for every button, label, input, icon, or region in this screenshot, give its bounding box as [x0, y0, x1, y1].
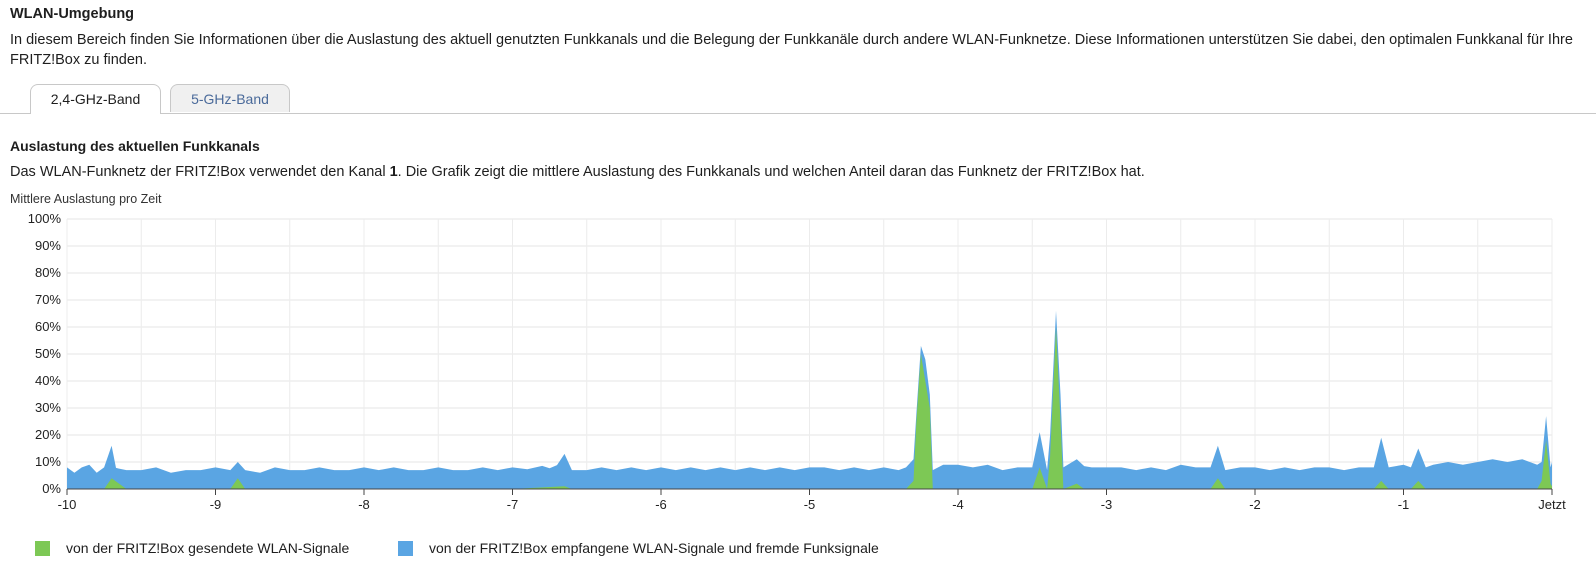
y-tick-label: 70% — [35, 292, 61, 307]
legend-swatch-green — [35, 540, 50, 556]
chart-grid — [66, 218, 1553, 490]
x-tick-label: Jetzt — [1538, 497, 1566, 512]
x-tick-label: -1 — [1398, 497, 1410, 512]
x-tick-label: -3 — [1101, 497, 1113, 512]
chart-label: Mittlere Auslastung pro Zeit — [10, 192, 162, 206]
x-tick-label: -8 — [358, 497, 370, 512]
channel-description: Das WLAN-Funknetz der FRITZ!Box verwende… — [10, 164, 1145, 180]
x-tick-label: -6 — [655, 497, 667, 512]
y-tick-label: 50% — [35, 346, 61, 361]
x-tick-label: -4 — [952, 497, 964, 512]
legend-swatch-blue — [398, 540, 413, 556]
x-tick-label: -2 — [1249, 497, 1261, 512]
x-tick-label: -9 — [210, 497, 222, 512]
chart-axes: 0% 10% 20% 30% 40% 50% 60% 70% 80% 90% 100% -10 -9 -8… — [28, 211, 1566, 512]
tab-5-ghz[interactable]: 5-GHz-Band — [170, 84, 290, 112]
intro-text: In diesem Bereich finden Sie Information… — [10, 32, 1573, 68]
y-tick-label: 90% — [35, 238, 61, 253]
legend-item-received: von der FRITZ!Box empfangene WLAN-Signal… — [398, 540, 879, 556]
legend-label-sent: von der FRITZ!Box gesendete WLAN-Signale — [66, 540, 350, 556]
tab-2-4-ghz[interactable]: 2,4-GHz-Band — [30, 84, 161, 114]
x-tick-label: -7 — [507, 497, 519, 512]
y-tick-label: 20% — [35, 427, 61, 442]
x-tick-label: -10 — [58, 497, 77, 512]
series-received-area — [67, 310, 1552, 489]
desc-before: Das WLAN-Funknetz der FRITZ!Box verwende… — [10, 164, 390, 180]
y-tick-label: 0% — [42, 481, 61, 496]
channel-number: 1 — [389, 164, 398, 180]
y-tick-label: 80% — [35, 265, 61, 280]
legend-item-sent: von der FRITZ!Box gesendete WLAN-Signale — [35, 540, 349, 556]
x-tick-label: -5 — [804, 497, 816, 512]
desc-after: . Die Grafik zeigt die mittlere Auslastu… — [397, 164, 1145, 180]
y-tick-label: 30% — [35, 400, 61, 415]
chart-areas — [67, 310, 1552, 489]
y-tick-label: 60% — [35, 319, 61, 334]
y-tick-label: 100% — [28, 211, 62, 226]
page-title: WLAN-Umgebung — [10, 6, 135, 22]
band-tabs: 2,4-GHz-Band 5-GHz-Band — [0, 84, 1596, 114]
utilization-chart: 0% 10% 20% 30% 40% 50% 60% 70% 80% 90% 100% -10 -9 -8… — [28, 211, 1566, 512]
y-tick-label: 40% — [35, 373, 61, 388]
y-tick-label: 10% — [35, 454, 61, 469]
section-title: Auslastung des aktuellen Funkkanals — [10, 138, 260, 154]
legend-label-received: von der FRITZ!Box empfangene WLAN-Signal… — [429, 540, 879, 556]
